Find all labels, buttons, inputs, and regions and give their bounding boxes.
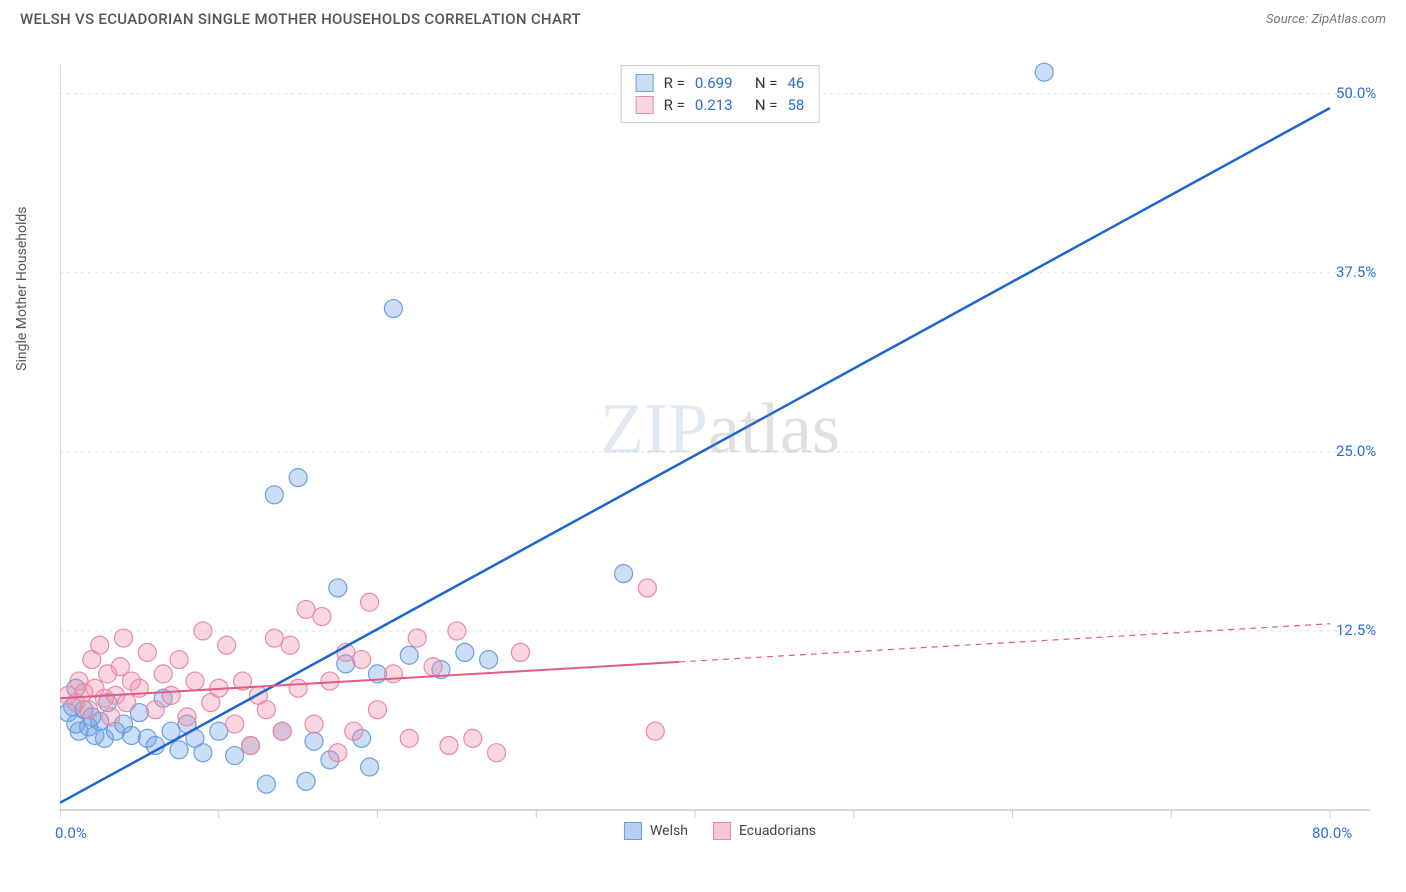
correlation-legend-row: R = 0.699 N = 46 xyxy=(636,72,805,94)
legend-n-label: N = xyxy=(755,96,778,114)
series-legend-item: Ecuadorians xyxy=(713,822,816,840)
source-attribution: Source: ZipAtlas.com xyxy=(1266,12,1386,27)
axis-tick-label: 25.0% xyxy=(1336,442,1376,460)
chart-container: Single Mother Households ZIPatlas R =0.6… xyxy=(60,55,1380,835)
axis-tick-label: 0.0% xyxy=(55,824,87,842)
legend-r-value: 0.699 xyxy=(695,74,745,92)
axis-tick-label: 12.5% xyxy=(1336,621,1376,639)
legend-series-label: Ecuadorians xyxy=(739,823,816,839)
correlation-legend-row: R = 0.213 N = 58 xyxy=(636,94,805,116)
legend-r-label: R = xyxy=(664,74,685,92)
legend-swatch xyxy=(713,822,731,840)
legend-n-label: N = xyxy=(755,74,778,92)
chart-title: WELSH VS ECUADORIAN SINGLE MOTHER HOUSEH… xyxy=(20,10,581,28)
correlation-legend: R = 0.699 N = 46 R = 0.213 N = 58 xyxy=(621,65,820,123)
legend-swatch xyxy=(636,96,654,114)
axis-tick-label: 80.0% xyxy=(1312,824,1352,842)
scatter-plot xyxy=(60,55,1380,835)
legend-swatch xyxy=(624,822,642,840)
series-legend: Welsh Ecuadorians xyxy=(624,822,816,840)
series-legend-item: Welsh xyxy=(624,822,688,840)
legend-series-label: Welsh xyxy=(650,823,688,839)
legend-r-value: 0.213 xyxy=(695,96,745,114)
legend-n-value: 46 xyxy=(787,74,804,92)
axis-tick-label: 50.0% xyxy=(1336,84,1376,102)
legend-r-label: R = xyxy=(664,96,685,114)
axis-tick-label: 37.5% xyxy=(1336,263,1376,281)
y-axis-label: Single Mother Households xyxy=(14,207,30,371)
legend-n-value: 58 xyxy=(787,96,804,114)
legend-swatch xyxy=(636,74,654,92)
